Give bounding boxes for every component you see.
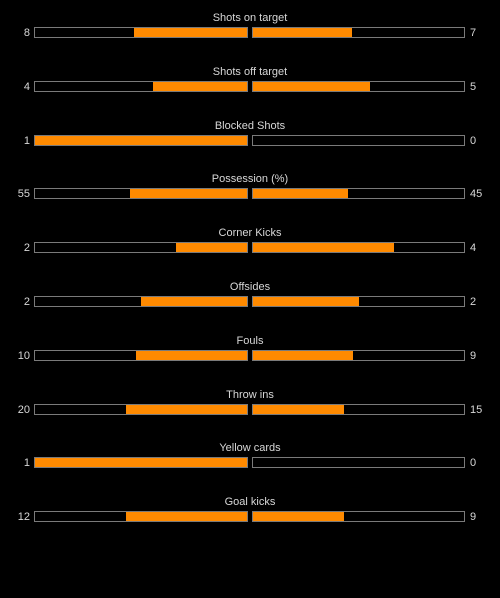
away-bar-fill: [253, 404, 344, 414]
away-value: 15: [470, 403, 483, 416]
home-value: 4: [23, 80, 30, 93]
stat-label: Blocked Shots: [214, 119, 286, 132]
stat-row-throw-ins: Throw ins 20 15: [0, 385, 500, 439]
away-value: 9: [470, 349, 477, 362]
home-bar: [34, 511, 248, 523]
away-value: 7: [470, 27, 477, 39]
stat-row-yellow-cards: Yellow cards 1 0: [0, 438, 500, 492]
home-bar-fill: [135, 350, 247, 360]
stat-label: Shots off target: [212, 65, 288, 78]
home-bar-fill: [125, 512, 247, 522]
home-value: 8: [23, 27, 30, 39]
home-value: 2: [23, 295, 30, 308]
home-bar-fill: [176, 243, 247, 253]
away-bar: [252, 457, 465, 469]
home-bar: [34, 349, 248, 361]
away-value: 4: [470, 242, 477, 255]
home-bar: [34, 27, 248, 38]
home-bar-fill: [141, 296, 247, 306]
home-bar: [34, 134, 248, 146]
away-bar: [252, 80, 465, 92]
stat-row-shots-on-target: Shots on target 8 7: [0, 8, 500, 62]
away-bar-fill: [253, 28, 352, 37]
away-bar: [252, 242, 465, 254]
away-value: 5: [470, 80, 477, 93]
stat-row-shots-off-target: Shots off target 4 5: [0, 62, 500, 116]
home-value: 1: [23, 134, 30, 147]
home-bar: [34, 295, 248, 307]
stat-row-possession: Possession (%) 55 45: [0, 169, 500, 223]
away-bar-fill: [253, 243, 394, 253]
away-value: 9: [470, 511, 477, 524]
away-bar-fill: [253, 350, 353, 360]
home-value: 12: [17, 511, 30, 524]
away-bar: [252, 403, 465, 415]
match-stats-panel: Shots on target 8 7 Shots off target 4 5…: [0, 8, 500, 546]
away-bar-fill: [253, 81, 371, 91]
stat-label: Corner Kicks: [218, 227, 282, 240]
home-bar-fill: [130, 189, 247, 199]
away-bar: [252, 511, 465, 523]
home-value: 1: [23, 457, 30, 470]
away-bar: [252, 188, 465, 200]
away-bar-fill: [253, 296, 359, 306]
away-bar-fill: [253, 512, 344, 522]
home-bar-fill: [152, 81, 247, 91]
home-bar: [34, 403, 248, 415]
away-bar: [252, 27, 465, 38]
home-bar-fill: [35, 458, 247, 468]
away-value: 0: [470, 457, 477, 470]
away-value: 0: [470, 134, 477, 147]
home-value: 55: [17, 188, 30, 201]
stat-row-goal-kicks: Goal kicks 12 9: [0, 492, 500, 546]
away-bar: [252, 295, 465, 307]
home-bar: [34, 242, 248, 254]
stat-label: Shots on target: [212, 12, 288, 24]
home-bar-fill: [125, 404, 247, 414]
stat-row-fouls: Fouls 10 9: [0, 331, 500, 385]
home-bar: [34, 188, 248, 200]
stat-label: Goal kicks: [224, 496, 276, 509]
away-value: 45: [470, 188, 483, 201]
home-bar: [34, 80, 248, 92]
stat-row-corner-kicks: Corner Kicks 2 4: [0, 223, 500, 277]
home-bar-fill: [35, 135, 247, 145]
away-bar: [252, 349, 465, 361]
home-bar: [34, 457, 248, 469]
stat-row-blocked-shots: Blocked Shots 1 0: [0, 116, 500, 170]
stat-label: Fouls: [236, 334, 264, 347]
stat-label: Throw ins: [226, 388, 274, 401]
away-bar-fill: [253, 189, 348, 199]
stat-label: Offsides: [229, 280, 271, 293]
home-value: 10: [17, 349, 30, 362]
stat-label: Possession (%): [211, 173, 289, 186]
home-bar-fill: [134, 28, 247, 37]
away-value: 2: [470, 295, 477, 308]
stat-label: Yellow cards: [219, 442, 281, 455]
home-value: 2: [23, 242, 30, 255]
stat-row-offsides: Offsides 2 2: [0, 277, 500, 331]
home-value: 20: [17, 403, 30, 416]
away-bar: [252, 134, 465, 146]
